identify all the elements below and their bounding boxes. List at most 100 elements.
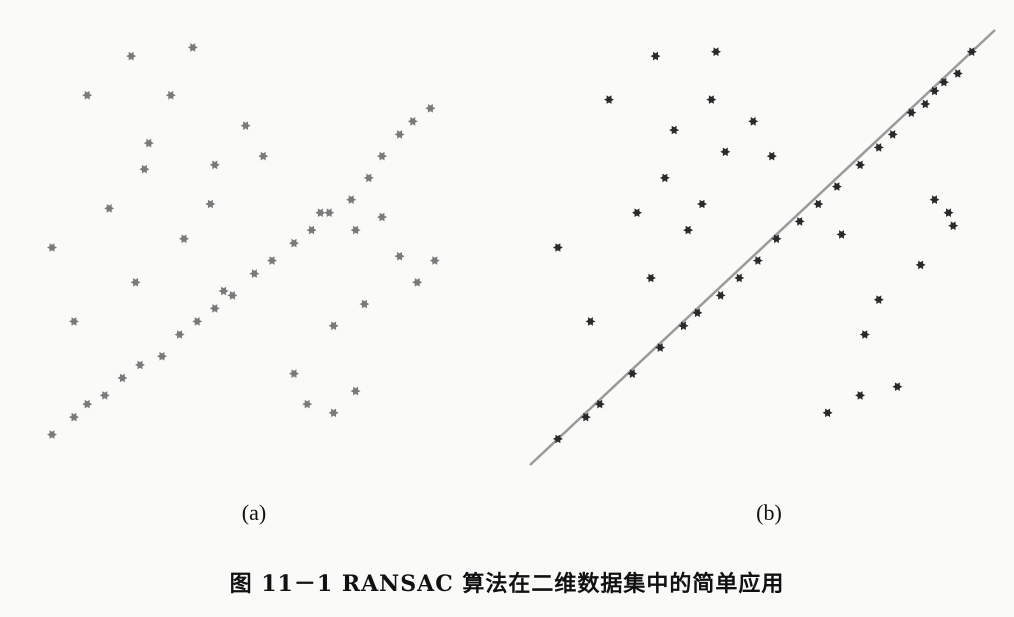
scatter-point-b-29	[720, 147, 731, 157]
scatter-point-a-40	[377, 212, 387, 222]
scatter-point-a-11	[249, 269, 260, 278]
scatter-point-b-42	[873, 295, 884, 304]
scatter-point-a-1	[69, 412, 79, 422]
scatter-point-b-23	[650, 51, 661, 61]
scatter-point-b-32	[632, 208, 642, 217]
scatter-point-b-6	[692, 308, 703, 318]
scatter-point-b-27	[748, 117, 759, 126]
scatter-point-a-30	[258, 151, 269, 161]
scatter-point-b-13	[831, 182, 842, 191]
scatter-point-b-22	[966, 47, 977, 57]
scatter-point-a-26	[240, 121, 251, 130]
scatter-point-a-39	[350, 225, 361, 235]
scatter-point-b-38	[836, 230, 847, 239]
scatter-point-b-16	[887, 130, 898, 139]
scatter-point-b-12	[813, 199, 824, 209]
figure-caption: 图 11－1 RANSAC 算法在二维数据集中的简单应用	[229, 571, 785, 597]
scatter-point-a-34	[179, 234, 189, 244]
scatter-point-a-36	[69, 317, 79, 326]
scatter-point-a-20	[407, 117, 418, 126]
scatter-point-a-0	[47, 430, 57, 439]
scatter-point-b-46	[822, 408, 833, 418]
scatter-point-a-33	[47, 243, 57, 252]
scatter-point-a-4	[117, 373, 128, 383]
scatter-panel-a	[47, 43, 440, 439]
scatter-point-b-45	[855, 391, 866, 400]
scatter-point-a-5	[135, 360, 145, 370]
scatter-point-a-7	[174, 330, 185, 339]
scatter-point-a-17	[363, 173, 374, 183]
scatter-point-b-15	[873, 143, 884, 152]
scatter-point-a-38	[315, 208, 326, 217]
scatter-point-a-24	[165, 90, 176, 100]
scatter-point-a-2	[82, 399, 93, 409]
scatter-point-a-13	[289, 238, 299, 248]
scatter-point-b-33	[697, 199, 707, 209]
scatter-point-a-48	[328, 408, 339, 418]
panel-label-b: (b)	[756, 500, 782, 525]
scatter-point-b-35	[683, 225, 694, 235]
scatter-point-b-47	[943, 208, 954, 217]
scatter-point-a-37	[218, 286, 229, 296]
scatter-point-a-19	[394, 130, 405, 139]
scatter-point-b-1	[580, 412, 591, 422]
scatter-point-a-47	[350, 386, 361, 396]
scatter-point-a-49	[302, 399, 313, 409]
scatter-point-a-27	[143, 138, 154, 148]
scatter-point-b-43	[859, 330, 870, 339]
scatter-point-a-23	[187, 43, 198, 52]
scatter-point-a-29	[209, 160, 220, 170]
scatter-point-b-31	[659, 173, 670, 183]
scatter-point-a-21	[425, 104, 436, 113]
scatter-point-b-9	[752, 256, 763, 265]
scatter-point-b-20	[938, 77, 949, 87]
scatter-point-a-8	[192, 317, 203, 326]
scatter-point-b-17	[906, 108, 917, 117]
scatter-point-a-15	[324, 208, 335, 217]
scatter-point-b-24	[711, 47, 721, 57]
scatter-point-a-42	[394, 251, 405, 261]
scatter-point-a-14	[306, 225, 317, 235]
scatter-point-a-46	[289, 369, 299, 378]
scatter-point-b-7	[715, 291, 726, 300]
scatter-point-b-39	[929, 195, 940, 204]
scatter-point-b-10	[771, 234, 782, 244]
scatter-point-a-32	[104, 204, 115, 213]
scatter-point-b-19	[929, 86, 940, 96]
scatter-point-a-12	[267, 256, 277, 265]
scatter-point-b-2	[594, 399, 605, 409]
scatter-point-a-9	[209, 304, 220, 313]
scatter-point-a-43	[429, 256, 440, 265]
scatter-point-a-22	[126, 51, 137, 61]
scatter-point-a-45	[328, 321, 339, 331]
scatter-point-a-16	[346, 195, 357, 204]
scatter-point-a-44	[359, 299, 370, 309]
scatter-point-a-41	[412, 278, 423, 287]
ransac-fit-line	[529, 29, 996, 466]
scatter-point-a-28	[139, 164, 150, 174]
scatter-point-b-36	[645, 273, 656, 283]
scatter-point-b-44	[892, 382, 903, 391]
scatter-point-b-4	[655, 343, 666, 352]
scatter-point-b-14	[855, 160, 866, 170]
scatter-point-b-26	[706, 95, 717, 104]
scatter-point-b-40	[948, 221, 959, 231]
scatter-point-b-28	[669, 125, 680, 135]
scatter-point-a-25	[82, 90, 93, 100]
scatter-point-b-25	[604, 95, 614, 104]
scatter-panel-b	[529, 29, 996, 466]
scatter-point-a-31	[205, 199, 216, 209]
scatter-point-a-18	[377, 151, 387, 161]
scatter-point-b-0	[552, 434, 563, 444]
scatter-point-a-3	[99, 391, 110, 400]
scatter-point-b-21	[952, 69, 963, 78]
scatter-point-b-41	[915, 260, 926, 270]
scatter-point-a-6	[157, 351, 167, 361]
scatter-point-b-11	[794, 217, 805, 226]
scatter-point-b-18	[920, 99, 931, 109]
scatter-point-b-3	[627, 369, 638, 378]
scatter-point-b-34	[552, 243, 563, 252]
scatter-point-b-5	[678, 321, 689, 331]
scatter-point-b-30	[766, 151, 777, 161]
